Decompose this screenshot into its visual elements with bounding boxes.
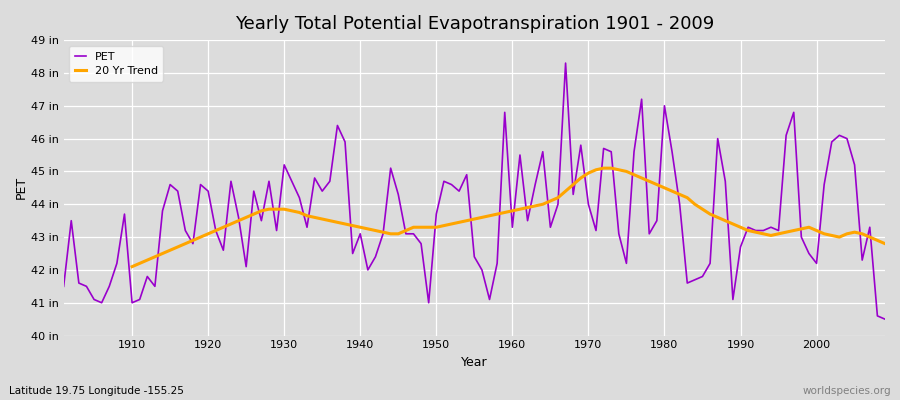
20 Yr Trend (826, 233, 837, 238)
Y-axis label: PET: PET (15, 176, 28, 200)
PET (286, 179, 297, 184)
20 Yr Trend (879, 241, 890, 246)
20 Yr Trend (575, 176, 586, 180)
Text: worldspecies.org: worldspecies.org (803, 386, 891, 396)
PET (332, 123, 343, 128)
X-axis label: Year: Year (461, 356, 488, 369)
PET (606, 149, 616, 154)
20 Yr Trend (598, 166, 609, 170)
20 Yr Trend (271, 207, 282, 212)
Title: Yearly Total Potential Evapotranspiration 1901 - 2009: Yearly Total Potential Evapotranspiratio… (235, 15, 714, 33)
PET (58, 284, 69, 289)
PET (879, 317, 890, 322)
Text: Latitude 19.75 Longitude -155.25: Latitude 19.75 Longitude -155.25 (9, 386, 184, 396)
PET (560, 61, 571, 66)
PET (119, 212, 130, 216)
Legend: PET, 20 Yr Trend: PET, 20 Yr Trend (69, 46, 164, 82)
20 Yr Trend (127, 264, 138, 269)
Line: 20 Yr Trend: 20 Yr Trend (132, 168, 885, 267)
PET (507, 225, 517, 230)
PET (500, 110, 510, 115)
20 Yr Trend (850, 230, 860, 234)
20 Yr Trend (515, 207, 526, 212)
20 Yr Trend (302, 213, 312, 218)
Line: PET: PET (64, 63, 885, 319)
